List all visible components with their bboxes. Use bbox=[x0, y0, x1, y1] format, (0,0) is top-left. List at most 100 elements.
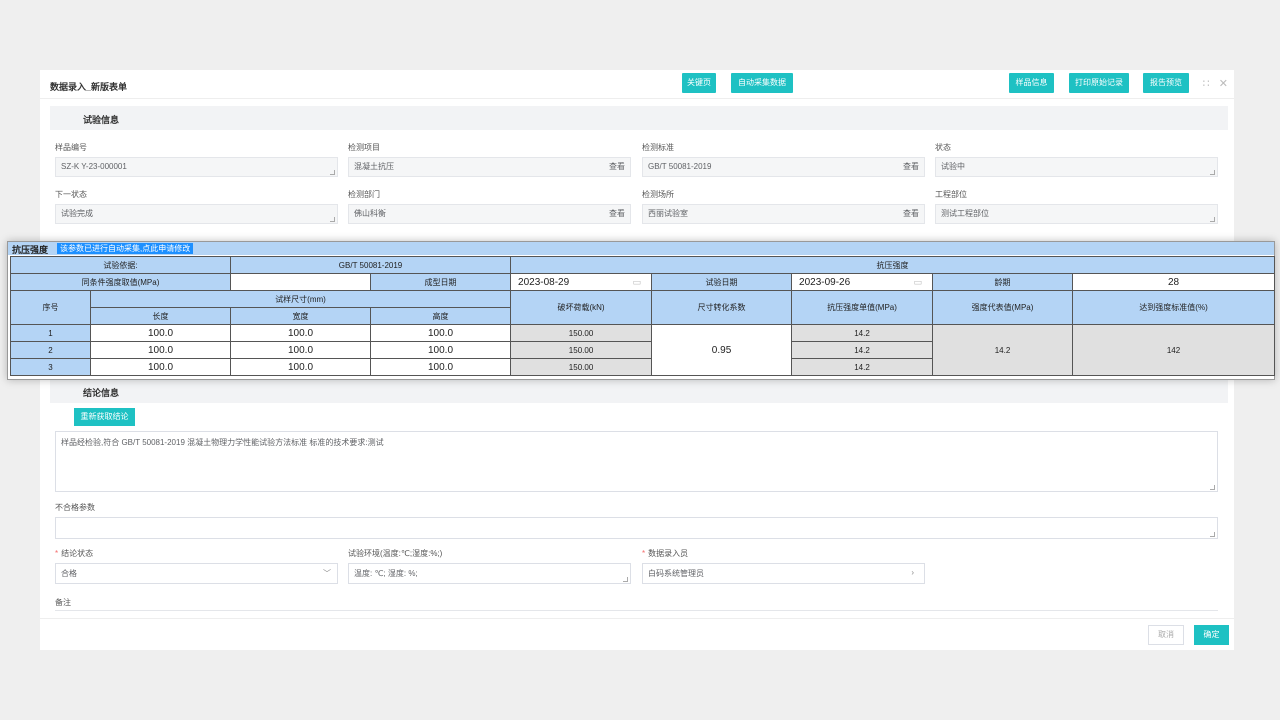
entry-person-label-text: 数据录入员 bbox=[648, 549, 689, 558]
item-view-link[interactable]: 查看 bbox=[609, 162, 625, 171]
col-width-header: 宽度 bbox=[230, 307, 372, 325]
entry-person-select[interactable]: 白码系统管理员 › bbox=[642, 563, 925, 584]
test-info-section-header: 试验信息 bbox=[50, 106, 1228, 130]
conclusion-text: 样品经检验,符合 GB/T 50081-2019 混凝土物理力学性能试验方法标准… bbox=[61, 438, 384, 447]
height-input[interactable]: 100.0 bbox=[370, 324, 512, 342]
report-preview-button[interactable]: 报告预览 bbox=[1143, 73, 1189, 93]
next-status-value: 试验完成 bbox=[61, 209, 93, 218]
dept-field: 佛山科衡 查看 bbox=[348, 204, 631, 224]
col-length-header: 长度 bbox=[89, 307, 232, 325]
height-input[interactable]: 100.0 bbox=[370, 358, 512, 376]
age-input[interactable]: 28 bbox=[1072, 273, 1276, 291]
next-status-label: 下一状态 bbox=[55, 190, 87, 199]
resize-grip-icon[interactable] bbox=[1210, 532, 1215, 537]
group-title: 抗压强度 bbox=[510, 256, 1276, 274]
col-size-header: 试样尺寸(mm) bbox=[89, 290, 512, 308]
length-input[interactable]: 100.0 bbox=[89, 358, 232, 376]
cancel-button[interactable]: 取消 bbox=[1148, 625, 1184, 645]
width-input[interactable]: 100.0 bbox=[230, 341, 372, 359]
length-input[interactable]: 100.0 bbox=[89, 341, 232, 359]
same-cond-label: 同条件强度取值(MPa) bbox=[9, 273, 232, 291]
col-load-header: 破坏荷载(kN) bbox=[510, 290, 653, 325]
confirm-button[interactable]: 确定 bbox=[1194, 625, 1229, 645]
chevron-down-icon: ﹀ bbox=[323, 569, 331, 578]
load-value: 150.00 bbox=[510, 324, 653, 342]
sample-info-button[interactable]: 样品信息 bbox=[1009, 73, 1054, 93]
col-height-header: 高度 bbox=[370, 307, 512, 325]
calendar-icon: ▭ bbox=[913, 277, 923, 287]
dept-label: 检测部门 bbox=[348, 190, 380, 199]
resize-grip-icon[interactable] bbox=[623, 577, 628, 582]
status-label: 状态 bbox=[935, 143, 951, 152]
required-mark: * bbox=[55, 549, 59, 558]
status-value: 试验中 bbox=[941, 162, 965, 171]
molding-date-picker[interactable]: 2023-08-29 ▭ bbox=[510, 273, 653, 291]
resize-grip-icon[interactable] bbox=[1210, 217, 1215, 222]
request-modify-link[interactable]: 该参数已进行自动采集,点此申请修改 bbox=[57, 243, 194, 254]
remark-label: 备注 bbox=[55, 598, 71, 607]
sample-no-field[interactable]: SZ-K Y-23-000001 bbox=[55, 157, 338, 177]
height-input[interactable]: 100.0 bbox=[370, 341, 512, 359]
width-input[interactable]: 100.0 bbox=[230, 324, 372, 342]
resize-grip-icon[interactable] bbox=[1210, 170, 1215, 175]
unqualified-label: 不合格参数 bbox=[55, 503, 95, 512]
molding-date-label: 成型日期 bbox=[370, 273, 512, 291]
resize-grip-icon[interactable] bbox=[330, 217, 335, 222]
sample-no-label: 样品编号 bbox=[55, 143, 87, 152]
item-field: 混凝土抗压 查看 bbox=[348, 157, 631, 177]
env-label: 试验环境(温度:℃;湿度:%;) bbox=[348, 549, 443, 558]
refetch-conclusion-button[interactable]: 重新获取结论 bbox=[74, 408, 135, 426]
col-single-header: 抗压强度单值(MPa) bbox=[791, 290, 934, 325]
place-view-link[interactable]: 查看 bbox=[903, 209, 919, 218]
close-icon[interactable]: ✕ bbox=[1218, 78, 1228, 90]
row-no: 1 bbox=[10, 324, 91, 342]
part-value: 测试工程部位 bbox=[941, 209, 989, 218]
dialog-title: 数据录入_新版表单 bbox=[50, 82, 128, 92]
molding-date-value: 2023-08-29 bbox=[518, 276, 570, 288]
env-input[interactable]: 温度: ℃; 湿度: %; bbox=[348, 563, 631, 584]
footer-divider bbox=[40, 618, 1234, 619]
calendar-icon: ▭ bbox=[632, 277, 642, 287]
conclusion-status-select[interactable]: 合格 ﹀ bbox=[55, 563, 338, 584]
strength-table: 试验依据: GB/T 50081-2019 抗压强度 同条件强度取值(MPa) … bbox=[9, 256, 1276, 376]
resize-grip-icon[interactable] bbox=[1210, 485, 1215, 490]
auto-collect-button[interactable]: 自动采集数据 bbox=[731, 73, 793, 93]
next-status-field[interactable]: 试验完成 bbox=[55, 204, 338, 224]
basis-value: GB/T 50081-2019 bbox=[230, 256, 512, 274]
basis-label: 试验依据: bbox=[9, 256, 232, 274]
resize-grip-icon[interactable] bbox=[330, 170, 335, 175]
single-strength-value: 14.2 bbox=[791, 341, 934, 359]
conclusion-section-header: 结论信息 bbox=[50, 379, 1228, 403]
place-field: 西丽试验室 查看 bbox=[642, 204, 925, 224]
print-raw-record-button[interactable]: 打印原始记录 bbox=[1069, 73, 1129, 93]
part-field[interactable]: 测试工程部位 bbox=[935, 204, 1218, 224]
table-row: 2 100.0 100.0 100.0 150.00 14.2 bbox=[10, 341, 1275, 359]
conclusion-status-label-text: 结论状态 bbox=[61, 549, 94, 558]
same-cond-input[interactable] bbox=[230, 273, 372, 291]
keypage-button[interactable]: 关键页 bbox=[682, 73, 716, 93]
single-strength-value: 14.2 bbox=[791, 324, 934, 342]
drag-handle-icon[interactable]: ∷ bbox=[1202, 78, 1210, 90]
entry-person-label: * 数据录入员 bbox=[642, 548, 688, 559]
dept-view-link[interactable]: 查看 bbox=[609, 209, 625, 218]
remark-divider bbox=[55, 610, 1218, 611]
standard-label: 检测标准 bbox=[642, 143, 674, 152]
col-repr-header: 强度代表值(MPa) bbox=[932, 290, 1074, 325]
conclusion-title: 结论信息 bbox=[83, 388, 120, 398]
panel-title: 抗压强度 bbox=[12, 245, 49, 255]
load-value: 150.00 bbox=[510, 358, 653, 376]
standard-view-link[interactable]: 查看 bbox=[903, 162, 919, 171]
standard-field: GB/T 50081-2019 查看 bbox=[642, 157, 925, 177]
status-field[interactable]: 试验中 bbox=[935, 157, 1218, 177]
width-input[interactable]: 100.0 bbox=[230, 358, 372, 376]
conclusion-textarea[interactable]: 样品经检验,符合 GB/T 50081-2019 混凝土物理力学性能试验方法标准… bbox=[55, 431, 1218, 492]
chevron-right-icon: › bbox=[911, 568, 914, 577]
percent-standard-value: 142 bbox=[1072, 324, 1276, 376]
item-label: 检测项目 bbox=[348, 143, 380, 152]
unqualified-textarea[interactable] bbox=[55, 517, 1218, 539]
env-value: 温度: ℃; 湿度: %; bbox=[354, 569, 418, 578]
load-value: 150.00 bbox=[510, 341, 653, 359]
length-input[interactable]: 100.0 bbox=[89, 324, 232, 342]
sample-no-value: SZ-K Y-23-000001 bbox=[61, 162, 127, 171]
test-date-picker[interactable]: 2023-09-26 ▭ bbox=[791, 273, 934, 291]
